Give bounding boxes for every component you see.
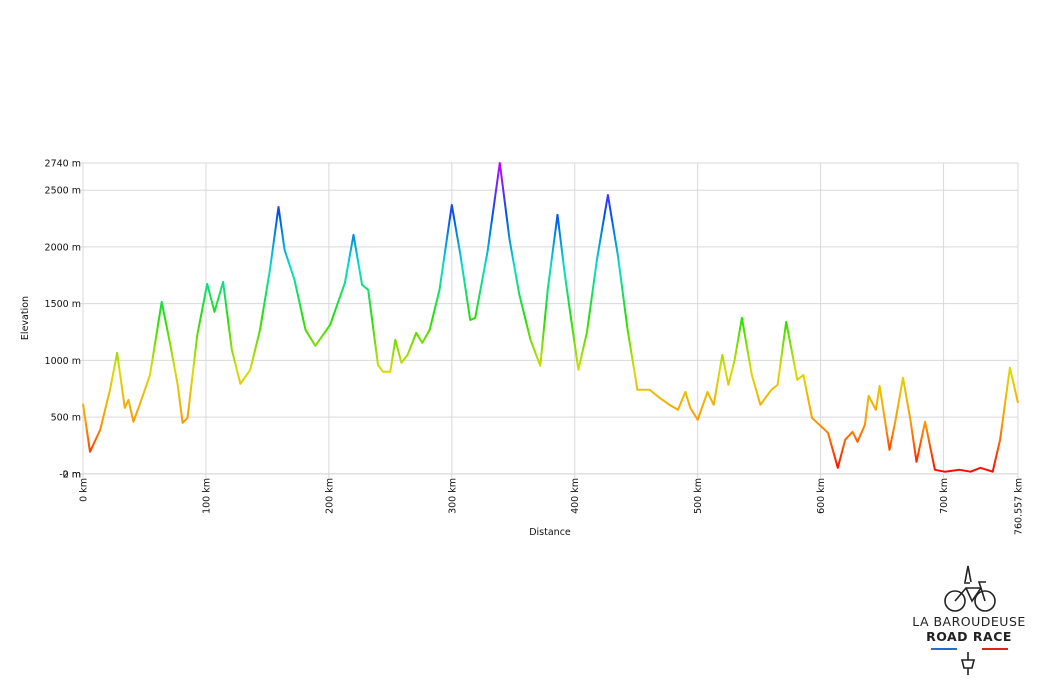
y-tick-label: 1500 m [45,299,81,310]
x-tick-label: 0 km [79,478,90,502]
y-tick-label: 1000 m [45,356,81,367]
x-tick-label: 500 km [693,478,704,514]
x-tick-label: 400 km [570,478,581,514]
logo: LA BAROUDEUSE ROAD RACE [912,565,1026,675]
elevation-line [82,162,1019,473]
y-tick-label: 2500 m [45,186,81,197]
y-tick-label: 2000 m [45,242,81,253]
logo-line-1: LA BAROUDEUSE [912,614,1026,629]
x-tick-label: 600 km [816,478,827,514]
logo-line-2: ROAD RACE [926,629,1012,644]
y-axis-title: Elevation [20,296,31,340]
x-tick-label: 700 km [939,478,950,514]
y-tick-label: 500 m [51,413,81,424]
x-tick-label: 760.557 km [1014,478,1025,535]
y-tick-label: 2740 m [45,159,81,170]
y-tick-label: 0 m [63,469,81,480]
y-tick-label: -2 m [59,470,81,481]
x-tick-label: 300 km [447,478,458,514]
x-tick-label: 200 km [324,478,335,514]
x-tick-label: 100 km [201,478,212,514]
x-axis-title: Distance [529,527,571,538]
